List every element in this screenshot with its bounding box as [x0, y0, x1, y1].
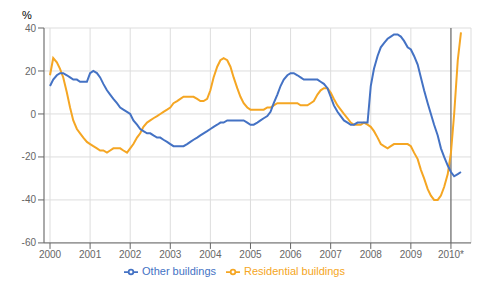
- svg-text:2005: 2005: [239, 249, 262, 260]
- svg-text:2004: 2004: [199, 249, 222, 260]
- svg-text:20: 20: [25, 66, 37, 77]
- svg-text:2003: 2003: [159, 249, 182, 260]
- svg-text:-60: -60: [22, 237, 37, 248]
- html-text:Residential buildings: Residential buildings: [244, 264, 345, 277]
- svg-text:2001: 2001: [79, 249, 102, 260]
- svg-text:2006: 2006: [279, 249, 302, 260]
- svg-text:-40: -40: [22, 194, 37, 205]
- svg-text:2000: 2000: [39, 249, 62, 260]
- html-text:Other buildings: Other buildings: [142, 264, 216, 277]
- svg-text:2002: 2002: [119, 249, 142, 260]
- svg-text:2010*: 2010*: [438, 249, 464, 260]
- svg-text:2009: 2009: [400, 249, 423, 260]
- svg-text:2008: 2008: [360, 249, 383, 260]
- svg-text:40: 40: [25, 23, 37, 34]
- svg-text:2007: 2007: [320, 249, 343, 260]
- svg-text:-20: -20: [22, 151, 37, 162]
- svg-text:0: 0: [30, 109, 36, 120]
